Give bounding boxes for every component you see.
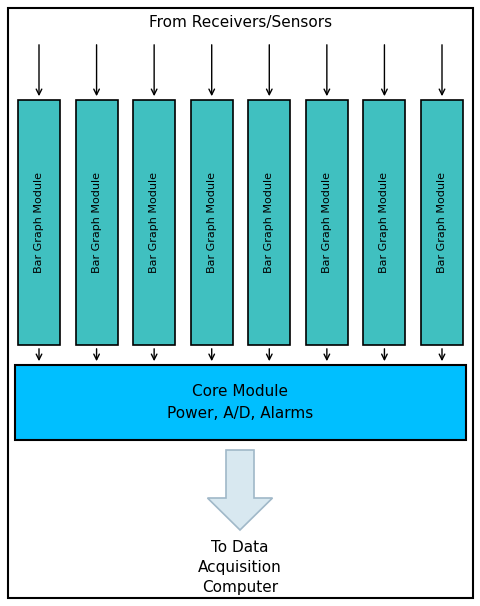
Text: To Data
Acquisition
Computer: To Data Acquisition Computer bbox=[198, 540, 281, 594]
Bar bbox=[248, 100, 290, 345]
Text: From Receivers/Sensors: From Receivers/Sensors bbox=[149, 15, 331, 30]
Text: Core Module
Power, A/D, Alarms: Core Module Power, A/D, Alarms bbox=[167, 384, 313, 421]
Polygon shape bbox=[207, 450, 272, 530]
Text: Bar Graph Module: Bar Graph Module bbox=[264, 172, 274, 273]
Text: Bar Graph Module: Bar Graph Module bbox=[91, 172, 101, 273]
Text: Bar Graph Module: Bar Graph Module bbox=[34, 172, 44, 273]
Bar bbox=[133, 100, 175, 345]
Text: Bar Graph Module: Bar Graph Module bbox=[321, 172, 331, 273]
Text: Bar Graph Module: Bar Graph Module bbox=[436, 172, 446, 273]
Bar bbox=[75, 100, 117, 345]
Bar bbox=[190, 100, 232, 345]
Bar bbox=[15, 365, 465, 440]
Bar bbox=[305, 100, 347, 345]
Bar bbox=[363, 100, 405, 345]
Text: Bar Graph Module: Bar Graph Module bbox=[379, 172, 389, 273]
Text: Bar Graph Module: Bar Graph Module bbox=[206, 172, 216, 273]
Text: Bar Graph Module: Bar Graph Module bbox=[149, 172, 159, 273]
Bar bbox=[18, 100, 60, 345]
Bar bbox=[420, 100, 462, 345]
